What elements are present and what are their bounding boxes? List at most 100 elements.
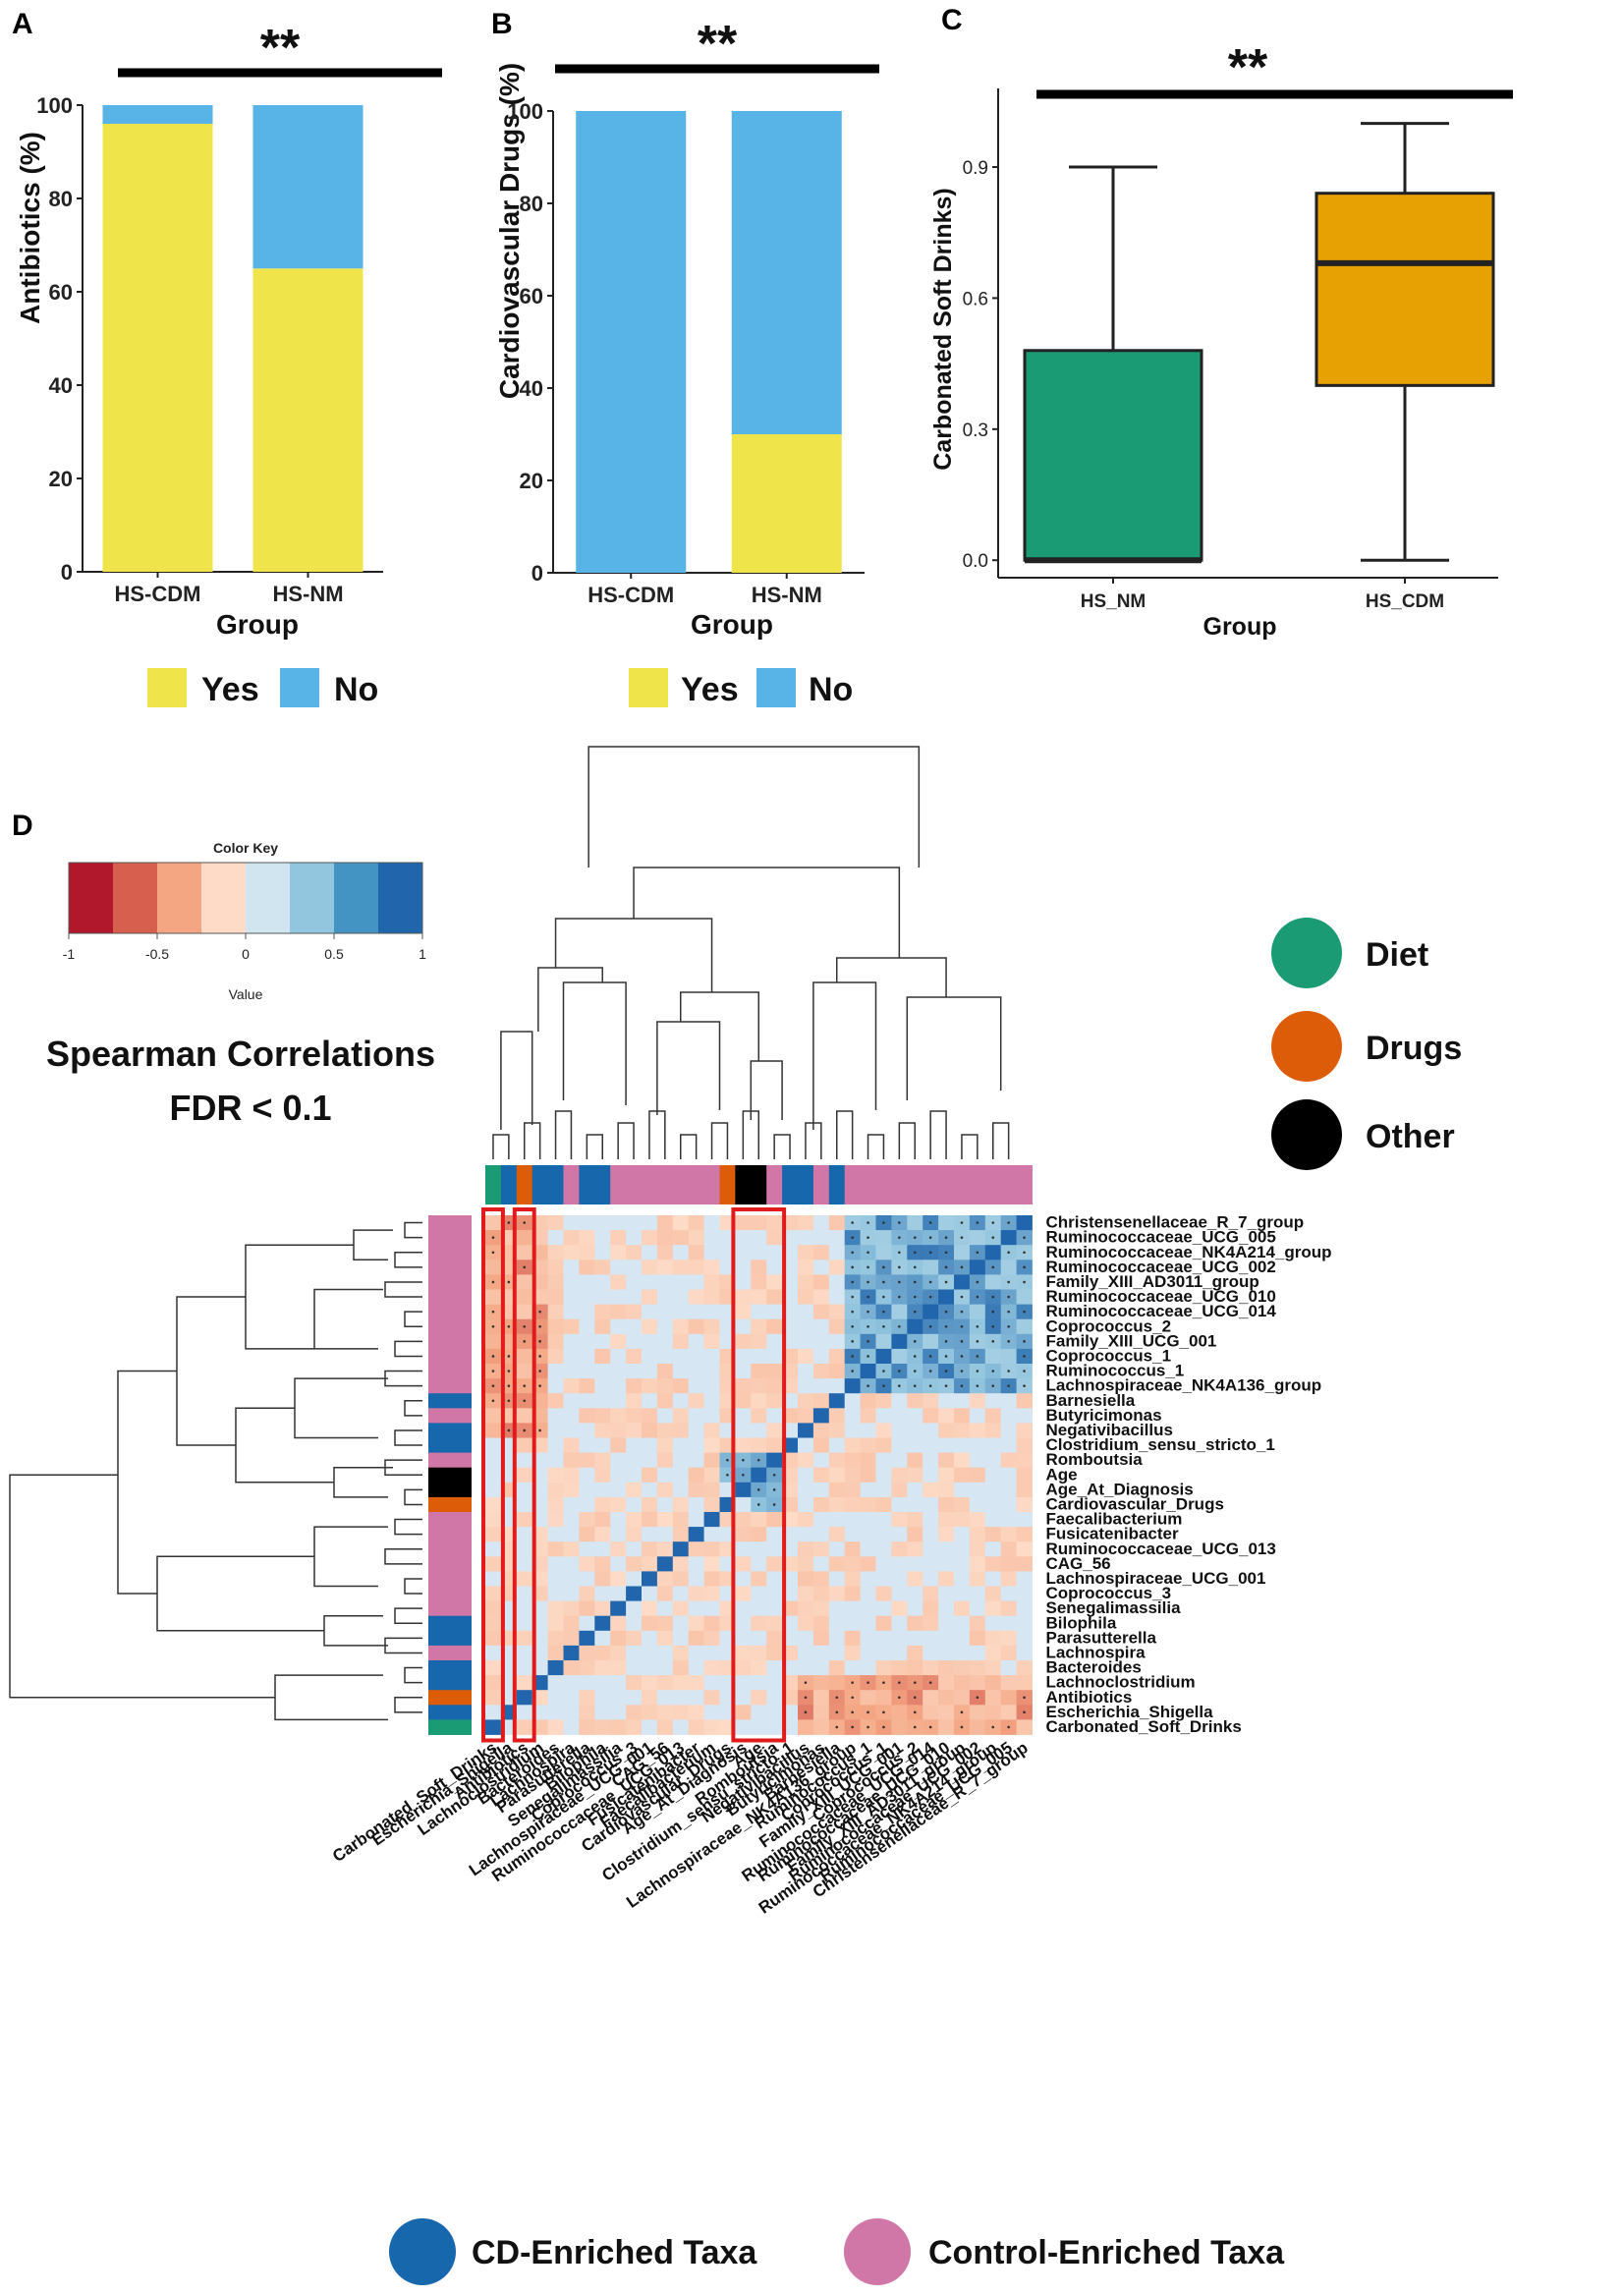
heatmap-cell bbox=[703, 1630, 720, 1647]
heatmap-cell bbox=[594, 1215, 611, 1231]
category-legend: Diet Drugs Other bbox=[1271, 918, 1462, 1170]
significance-dot bbox=[898, 1251, 901, 1255]
heatmap-cell bbox=[642, 1527, 658, 1542]
heatmap-cell bbox=[828, 1615, 846, 1632]
significance-dot bbox=[928, 1221, 932, 1224]
heatmap-cell bbox=[626, 1348, 643, 1365]
heatmap-cell bbox=[563, 1571, 580, 1587]
significance-dot bbox=[928, 1681, 932, 1684]
column-annotation-lachnospiraceae_nk4a136_group bbox=[844, 1165, 862, 1204]
heatmap-cell bbox=[485, 1289, 502, 1305]
heatmap-cell bbox=[579, 1423, 595, 1438]
heatmap-cell bbox=[798, 1541, 814, 1557]
heatmap-cell bbox=[547, 1437, 564, 1453]
heatmap-cell bbox=[547, 1496, 564, 1513]
heatmap-cell bbox=[875, 1408, 892, 1424]
heatmap-cell bbox=[610, 1304, 627, 1320]
heatmap-cell bbox=[626, 1230, 643, 1246]
heatmap-cell bbox=[579, 1571, 595, 1587]
heatmap-cell bbox=[1000, 1660, 1017, 1676]
heatmap-cell bbox=[688, 1675, 704, 1691]
heatmap-cell bbox=[782, 1304, 799, 1320]
significance-dot bbox=[507, 1324, 511, 1328]
column-annotation-bar bbox=[485, 1165, 1033, 1204]
row-label: Lachnospira bbox=[1046, 1644, 1147, 1662]
significance-dot bbox=[976, 1295, 979, 1299]
heatmap-cell bbox=[735, 1230, 752, 1246]
row-label: Barnesiella bbox=[1046, 1391, 1136, 1410]
significance-dot bbox=[976, 1251, 979, 1255]
significance-dot bbox=[913, 1696, 917, 1700]
heatmap-cell bbox=[563, 1690, 580, 1706]
significance-dot bbox=[882, 1221, 885, 1224]
heatmap-cell bbox=[1000, 1705, 1017, 1720]
dendrogram-link bbox=[404, 1311, 422, 1327]
heatmap-cell bbox=[531, 1452, 548, 1469]
significance-dot bbox=[976, 1696, 979, 1700]
heatmap-cell bbox=[844, 1660, 861, 1676]
heatmap-cell bbox=[579, 1393, 595, 1409]
significance-dot bbox=[867, 1236, 869, 1239]
heatmap-cell bbox=[703, 1467, 720, 1484]
heatmap-cell bbox=[844, 1645, 861, 1661]
heatmap-cell bbox=[875, 1423, 892, 1438]
significance-dot bbox=[851, 1310, 854, 1314]
heatmap-cell bbox=[703, 1556, 720, 1572]
significance-dot bbox=[991, 1725, 995, 1729]
heatmap-cell bbox=[751, 1378, 767, 1394]
y-tick-label: 0.3 bbox=[963, 420, 988, 441]
heatmap-cell bbox=[610, 1437, 627, 1453]
heatmap-cell bbox=[626, 1586, 643, 1601]
significance-dot bbox=[507, 1221, 511, 1224]
column-annotation-christensenellaceae_r_7_group bbox=[1016, 1165, 1033, 1204]
heatmap-cell bbox=[1016, 1645, 1033, 1661]
panel-b: B ** Cardiovascular Drugs (%) Group 0 20 4… bbox=[491, 8, 879, 708]
heatmap-cell bbox=[1000, 1615, 1017, 1632]
legend-label-control-enriched: Control-Enriched Taxa bbox=[928, 2234, 1285, 2271]
column-annotation-bilophila bbox=[594, 1165, 611, 1204]
heatmap-cell bbox=[844, 1423, 861, 1438]
heatmap-cell bbox=[891, 1512, 908, 1528]
row-annotation-senegalimassilia bbox=[428, 1600, 472, 1617]
heatmap-cell bbox=[798, 1512, 814, 1528]
dendrogram-link bbox=[313, 1526, 388, 1588]
heatmap-cell bbox=[907, 1660, 923, 1676]
dendrogram-link bbox=[333, 1466, 393, 1498]
row-annotation-lachnospira bbox=[428, 1645, 472, 1661]
significance-dot bbox=[944, 1370, 948, 1372]
heatmap-cell bbox=[610, 1615, 627, 1632]
significance-dot bbox=[491, 1310, 495, 1314]
heatmap-cell bbox=[642, 1304, 658, 1320]
heatmap-cell bbox=[954, 1482, 971, 1498]
heatmap-cell bbox=[656, 1230, 674, 1246]
heatmap-cell bbox=[812, 1260, 830, 1275]
heatmap-cell bbox=[812, 1364, 830, 1379]
heatmap-cell bbox=[485, 1437, 502, 1453]
heatmap-cell bbox=[688, 1230, 704, 1246]
significance-dot bbox=[804, 1710, 808, 1714]
heatmap-cell bbox=[984, 1408, 1002, 1424]
significance-dot bbox=[507, 1355, 511, 1358]
dendrogram-link bbox=[117, 1370, 177, 1595]
legend-label-drugs: Drugs bbox=[1366, 1030, 1462, 1067]
heatmap-cell bbox=[923, 1586, 939, 1601]
heatmap-cell bbox=[579, 1600, 595, 1617]
heatmap-cell bbox=[516, 1482, 533, 1498]
column-annotation-coprococcus_3 bbox=[626, 1165, 643, 1204]
heatmap-cell bbox=[672, 1393, 690, 1409]
significance-dot bbox=[991, 1295, 995, 1299]
heatmap-cell bbox=[735, 1615, 752, 1632]
heatmap-cell bbox=[703, 1600, 720, 1617]
heatmap-cell bbox=[735, 1378, 752, 1394]
heatmap-cell bbox=[547, 1719, 564, 1735]
heatmap-cell bbox=[891, 1423, 908, 1438]
significance-dot bbox=[882, 1280, 885, 1284]
heatmap-cell bbox=[735, 1690, 752, 1706]
heatmap-cell bbox=[891, 1719, 908, 1735]
heatmap-cell bbox=[688, 1378, 704, 1394]
heatmap-cell bbox=[812, 1274, 830, 1290]
dendrogram-link bbox=[906, 996, 1002, 1100]
heatmap-cell bbox=[594, 1230, 611, 1246]
row-label: Antibiotics bbox=[1046, 1688, 1133, 1707]
legend-swatch-yes bbox=[147, 668, 187, 707]
